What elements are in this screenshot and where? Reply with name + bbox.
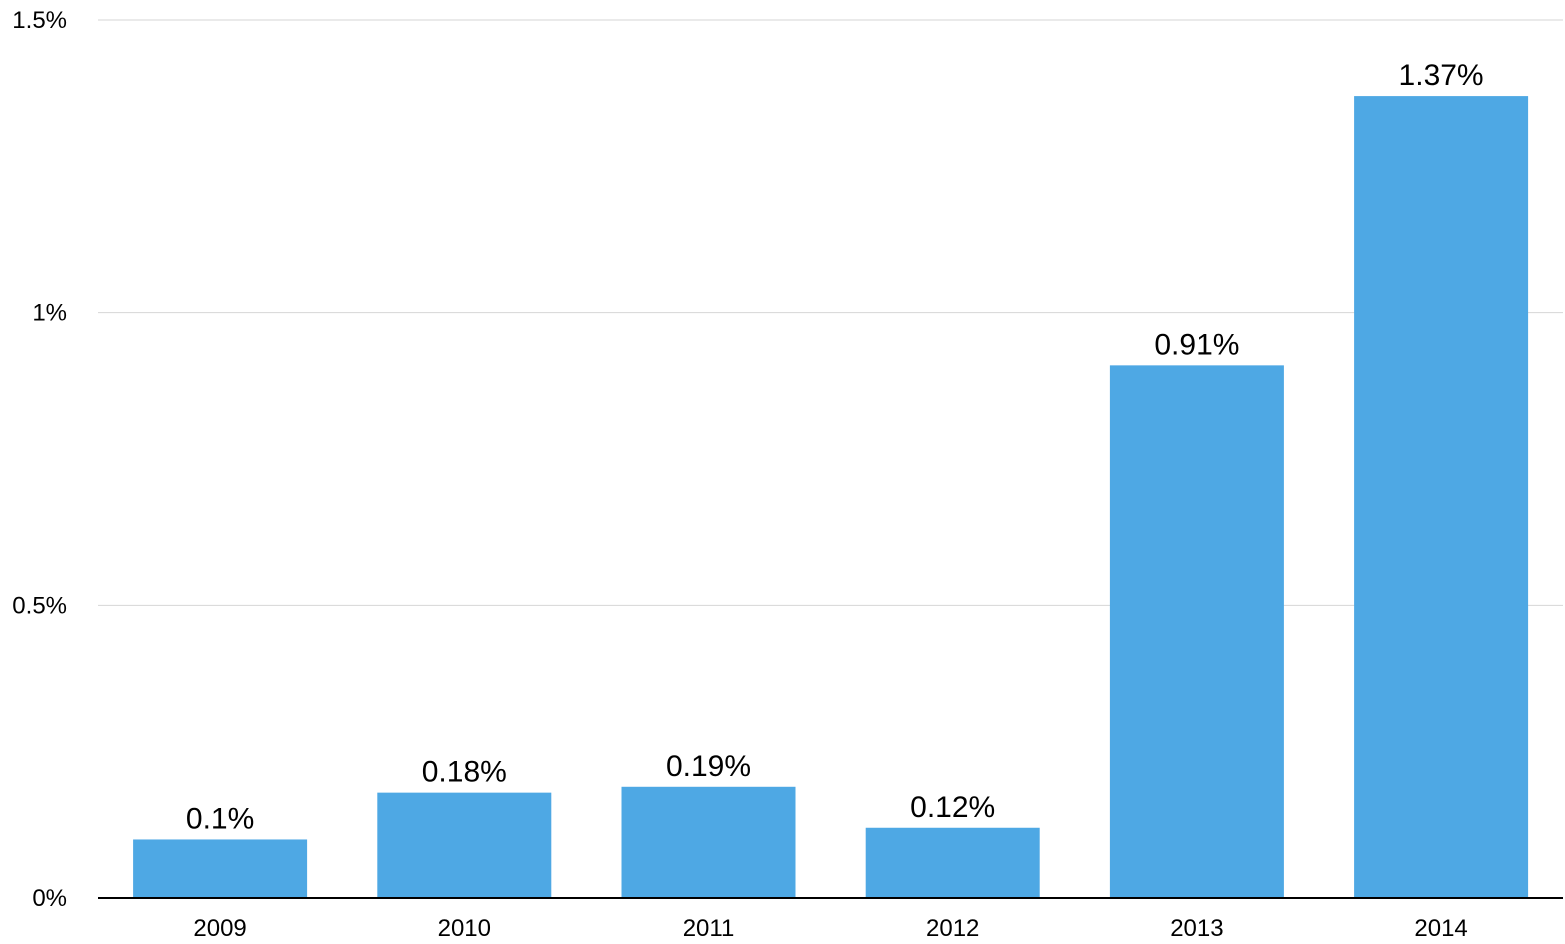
bar-2010 (377, 792, 552, 898)
data-label-2013: 0.91% (1154, 328, 1239, 361)
x-tick-label: 2013 (1170, 915, 1223, 942)
x-tick-label: 2011 (683, 915, 735, 942)
x-tick-label: 2009 (193, 915, 246, 942)
x-axis-ticks: 2009 2010 2011 2012 2013 2014 (193, 915, 1467, 942)
bar-2012 (865, 827, 1040, 898)
y-tick-label: 0.5% (12, 592, 67, 619)
x-tick-label: 2010 (438, 915, 491, 942)
bar-2014 (1354, 96, 1529, 899)
y-axis-ticks: 0% 0.5% 1% 1.5% (12, 7, 67, 912)
data-label-2011: 0.19% (666, 750, 751, 783)
gridlines (98, 19, 1563, 606)
y-tick-label: 1.5% (12, 7, 67, 34)
bars (133, 96, 1529, 899)
bar-2009 (133, 839, 308, 898)
y-tick-label: 1% (32, 300, 67, 327)
data-label-2014: 1.37% (1399, 59, 1484, 92)
bar-2011 (621, 786, 796, 898)
data-label-2010: 0.18% (422, 756, 507, 789)
data-labels: 0.1% 0.18% 0.19% 0.12% 0.91% 1.37% (186, 59, 1484, 835)
data-label-2009: 0.1% (186, 802, 254, 835)
x-tick-label: 2014 (1414, 915, 1467, 942)
y-tick-label: 0% (32, 885, 67, 912)
x-tick-label: 2012 (926, 915, 979, 942)
bar-2013 (1109, 365, 1284, 898)
data-label-2012: 0.12% (910, 791, 995, 824)
